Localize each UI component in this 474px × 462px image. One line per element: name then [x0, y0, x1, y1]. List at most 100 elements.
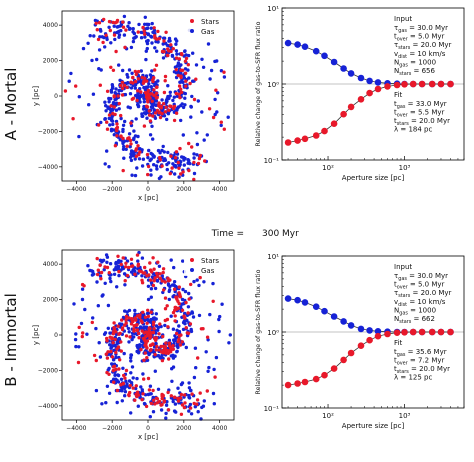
star-point	[131, 319, 135, 324]
x-tick-label: 2000	[176, 425, 191, 432]
fit-block-line: tover = 7.2 Myr	[394, 357, 445, 367]
star-point	[135, 328, 139, 333]
gas-point	[168, 284, 172, 289]
gas-point	[192, 152, 196, 156]
stars-data-point	[330, 365, 338, 372]
star-point	[150, 99, 154, 103]
star-point	[115, 18, 120, 23]
stars-data-point	[418, 80, 426, 88]
gas-point	[135, 166, 139, 170]
star-point	[183, 71, 188, 75]
star-point	[155, 271, 159, 276]
star-point	[120, 326, 125, 330]
star-point	[150, 270, 154, 274]
stars-data-point	[357, 342, 365, 350]
star-point	[146, 314, 151, 319]
star-point	[184, 84, 188, 88]
star-point	[184, 300, 188, 305]
star-point	[99, 270, 104, 275]
star-point	[144, 104, 149, 108]
stars-data-point	[312, 375, 320, 383]
gas-point	[130, 173, 134, 177]
gas-point	[127, 379, 132, 383]
gas-point	[170, 53, 175, 58]
star-point	[158, 276, 162, 280]
star-point	[211, 299, 215, 303]
star-point	[105, 339, 109, 343]
gas-point	[100, 402, 104, 406]
star-point	[178, 146, 182, 151]
gas-point	[115, 400, 119, 405]
y-tick-label: 10⁰	[267, 329, 279, 337]
star-point	[128, 335, 132, 339]
gas-point	[123, 119, 127, 124]
gas-point	[139, 385, 143, 389]
y-tick-label: −4000	[38, 403, 58, 410]
stars-data-point	[393, 81, 401, 89]
gas-point	[134, 35, 138, 39]
star-point	[169, 154, 173, 158]
gas-point	[156, 387, 161, 391]
stars-data-point	[366, 336, 373, 344]
gas-point	[114, 119, 119, 124]
gas-point	[104, 109, 108, 113]
gas-data-point	[340, 65, 347, 72]
gas-point	[107, 100, 111, 104]
star-point	[113, 21, 118, 25]
star-point	[178, 343, 183, 347]
gas-point	[144, 57, 148, 62]
gas-point	[222, 75, 227, 79]
star-point	[121, 20, 125, 24]
star-point	[150, 92, 154, 96]
star-point	[164, 341, 168, 345]
star-point	[162, 39, 166, 43]
star-point	[187, 297, 191, 301]
star-point	[165, 304, 169, 308]
gas-point	[94, 388, 99, 393]
x-tick-label: −4000	[66, 186, 86, 193]
fit-block-line: tstars = 20.0 Myr	[394, 117, 450, 127]
gas-point	[209, 68, 214, 73]
gas-point	[129, 359, 133, 363]
gas-point	[123, 283, 127, 287]
ratio-panel-A: 10² 10³ 10⁻¹ 10⁰ 10¹ Aperture size [pc] Relati…	[255, 5, 465, 182]
input-block-line: Nstars = 662	[394, 315, 435, 325]
gas-point	[96, 304, 101, 308]
gas-point	[111, 101, 116, 105]
star-point	[222, 127, 226, 131]
gas-point	[97, 341, 101, 345]
star-point	[177, 166, 181, 170]
star-point	[184, 79, 188, 83]
star-point	[179, 68, 183, 72]
star-point	[190, 392, 194, 396]
gas-point	[189, 388, 193, 393]
gas-point	[126, 81, 130, 85]
star-point	[138, 315, 142, 320]
star-point	[147, 327, 151, 332]
star-point	[130, 317, 134, 321]
star-point	[110, 337, 114, 341]
legend-marker-gas	[190, 268, 194, 272]
gas-point	[167, 297, 171, 302]
gas-point	[86, 41, 90, 45]
gas-point	[187, 53, 191, 58]
x-axis-label: Aperture size [pc]	[342, 422, 405, 430]
gas-point	[136, 344, 141, 348]
stars-data-point	[312, 132, 320, 139]
star-point	[158, 155, 162, 160]
star-point	[171, 344, 175, 348]
gas-point	[98, 274, 103, 278]
star-point	[134, 384, 138, 388]
gas-point	[211, 281, 215, 286]
gas-point	[105, 384, 110, 388]
gas-point	[112, 133, 117, 137]
star-point	[135, 390, 140, 394]
star-point	[163, 280, 167, 284]
star-point	[180, 308, 185, 312]
star-point	[135, 98, 139, 103]
gas-point	[128, 92, 133, 96]
gas-point	[184, 345, 188, 350]
x-tick-label: 10²	[322, 164, 334, 172]
gas-point	[108, 276, 112, 281]
gas-point	[183, 49, 187, 53]
